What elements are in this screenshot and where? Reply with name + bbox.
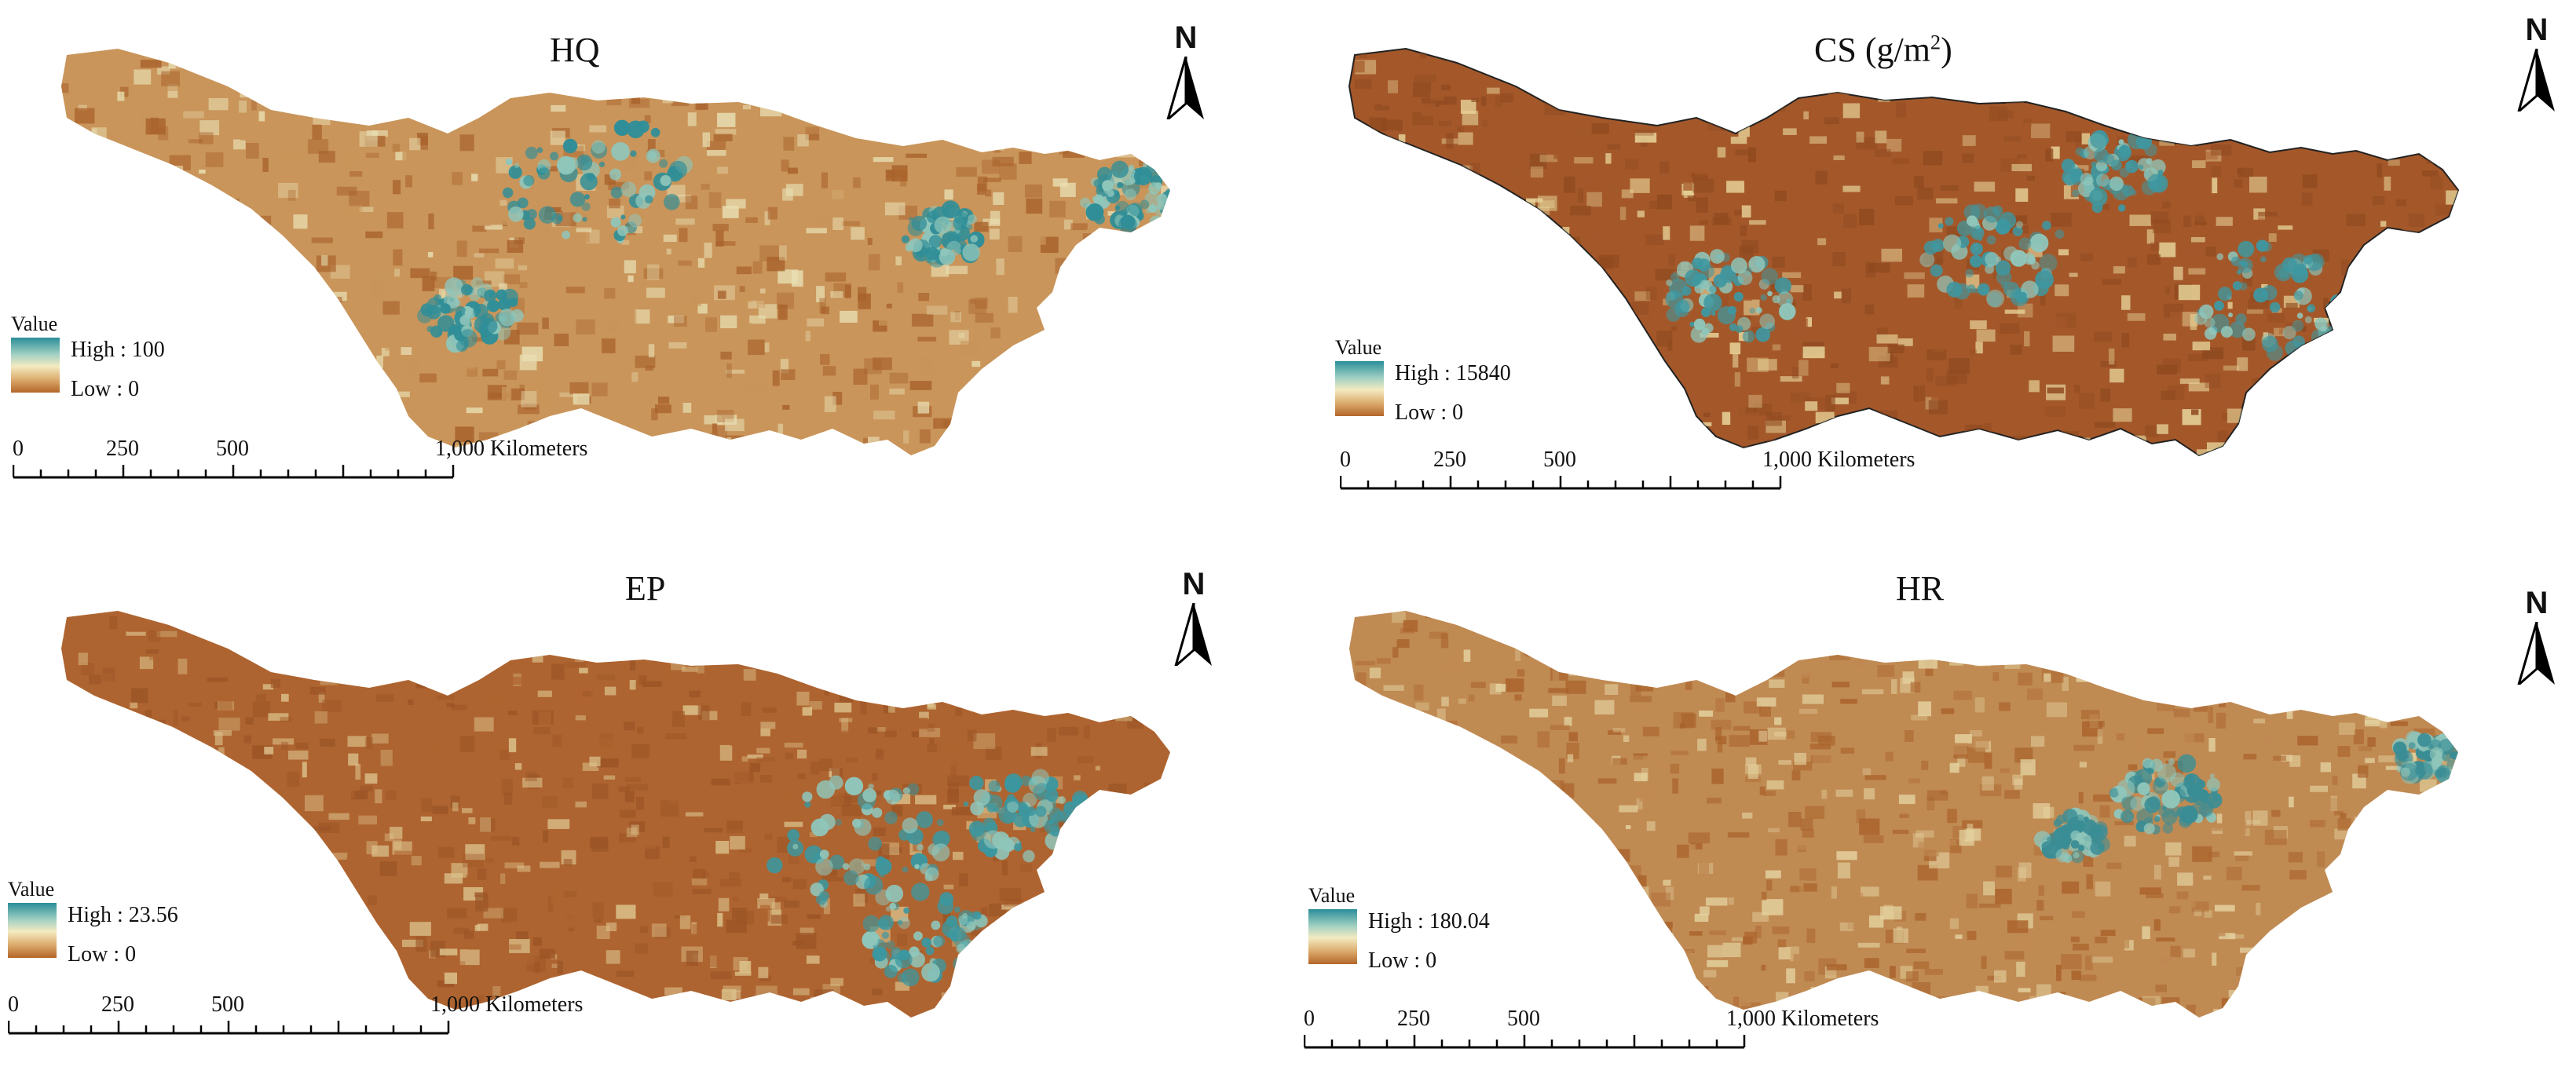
scale-tick-label: 250 [106, 437, 139, 461]
ep-basin-fill [61, 611, 1170, 1018]
cs-north-arrow: N [2513, 14, 2560, 116]
ep-legend: Value High : 23.56 Low : 0 [8, 878, 178, 967]
ep-scale-bar: 0 250 500 1,000 Kilometers [8, 992, 583, 1040]
hq-scale-bar: 0 250 500 1,000 Kilometers [13, 437, 587, 484]
hq-basin-fill [61, 49, 1170, 455]
cs-map [1348, 48, 2459, 456]
hr-scale-bar: 0 250 500 1,000 Kilometers [1304, 1007, 1879, 1054]
scale-bar-line [8, 1021, 450, 1035]
panel-hr: HR N Value High : 180.04 Low : 0 0 250 500… [1288, 539, 2576, 1077]
hr-north-arrow: N [2513, 587, 2560, 689]
scale-tick-label: 0 [13, 437, 24, 461]
hq-title: HQ [550, 31, 600, 69]
panel-cs: CS (g/m2) N Value High : 15840 Low : 0 0… [1288, 0, 2576, 539]
cs-basin-fill [1348, 48, 2459, 456]
hr-map [1349, 611, 2458, 1018]
scale-tick-label: 1,000 Kilometers [1762, 448, 1916, 472]
scale-bar-line [13, 465, 455, 479]
panel-ep: EP N Value High : 23.56 Low : 0 0 250 500 1… [0, 539, 1288, 1077]
hq-north-arrow: N [1162, 22, 1209, 124]
legend-title: Value [11, 312, 58, 335]
scale-tick-label: 500 [216, 437, 249, 461]
scale-tick-label: 1,000 Kilometers [435, 437, 588, 461]
legend-high-value: 100 [131, 338, 165, 362]
scale-tick-label: 0 [1340, 448, 1351, 472]
cs-title: CS (g/m2) [1814, 30, 1952, 69]
scale-tick-label: 500 [211, 992, 244, 1017]
scale-tick-label: 500 [1507, 1007, 1540, 1031]
hr-title: HR [1896, 569, 1945, 608]
legend-color-ramp [11, 338, 60, 393]
scale-tick-label: 250 [1433, 448, 1466, 472]
scale-tick-label: 1,000 Kilometers [1726, 1007, 1879, 1031]
scale-bar-line [1340, 476, 1782, 490]
ep-north-arrow: N [1170, 568, 1217, 671]
cs-legend: Value High : 15840 Low : 0 [1335, 336, 1511, 425]
cs-scale-bar: 0 250 500 1,000 Kilometers [1340, 448, 1915, 495]
scale-tick-label: 1,000 Kilometers [430, 992, 584, 1017]
hq-legend: Value High : 100 Low : 0 [11, 312, 165, 401]
legend-low-value: 0 [128, 377, 140, 401]
ep-map [61, 611, 1170, 1018]
hr-legend: Value High : 180.04 Low : 0 [1308, 884, 1490, 973]
scale-bar-line [1304, 1035, 1746, 1049]
panel-hq: HQ N Value High : 100 Low : 0 0 250 500 1,0… [0, 0, 1288, 539]
scale-tick-label: 0 [8, 992, 19, 1017]
hr-basin-fill [1349, 611, 2458, 1018]
ep-title: EP [625, 569, 666, 608]
scale-tick-label: 500 [1543, 448, 1576, 472]
scale-tick-label: 250 [1397, 1007, 1430, 1031]
scale-tick-label: 0 [1304, 1007, 1315, 1031]
scale-tick-label: 250 [101, 992, 134, 1017]
hq-map [61, 49, 1170, 455]
